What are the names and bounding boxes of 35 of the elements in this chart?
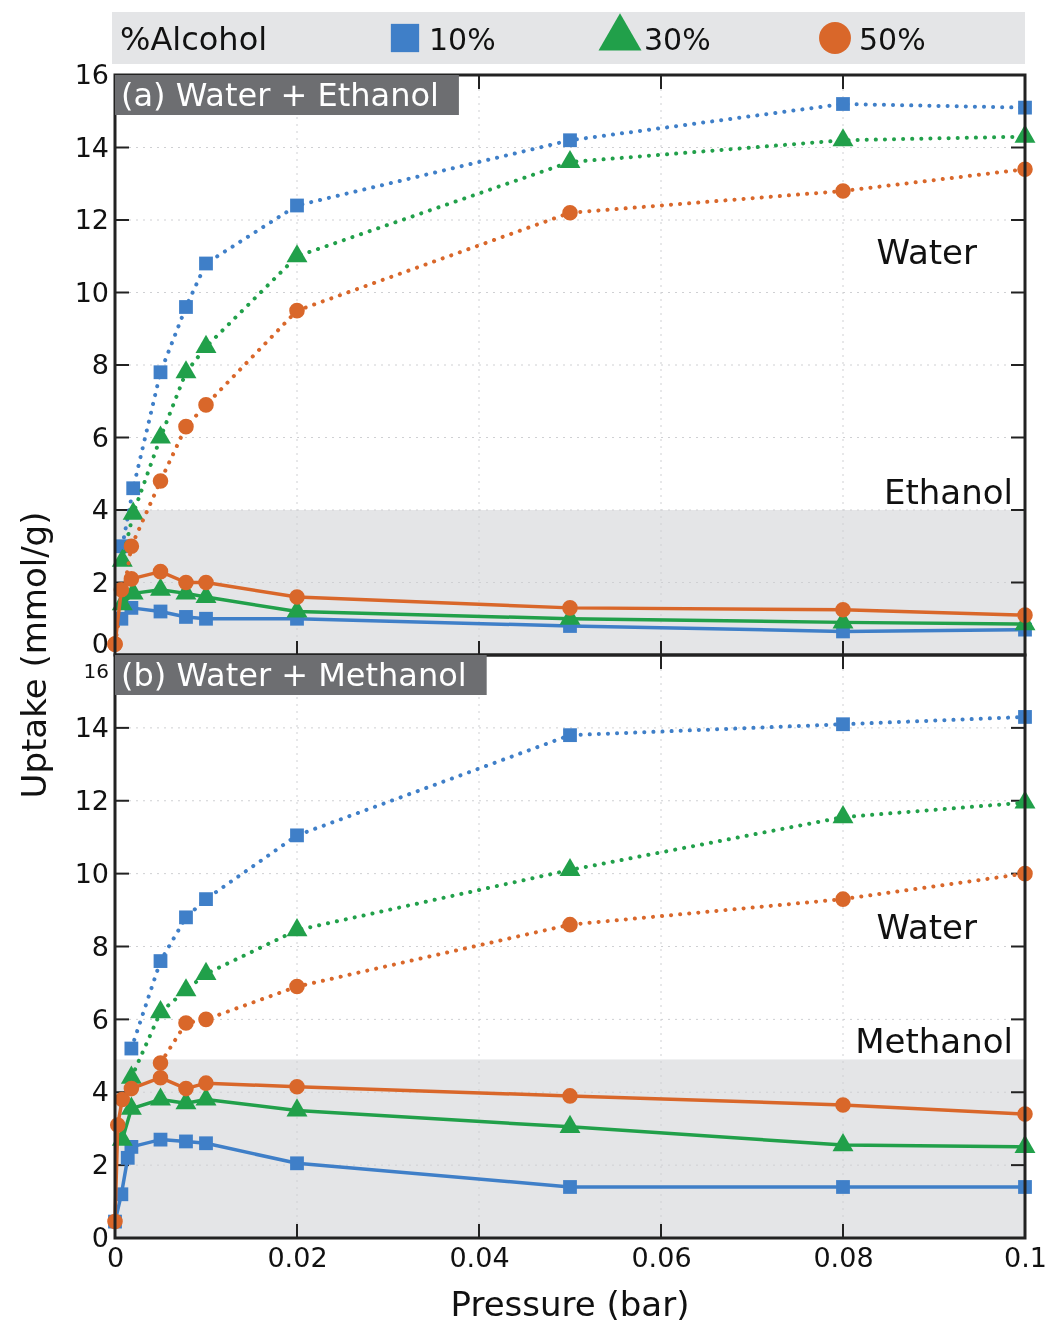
y-tick-label: 14 <box>74 131 109 163</box>
y-tick-label: 14 <box>74 712 109 744</box>
annotation: Water <box>876 231 978 272</box>
x-tick-label: 0.08 <box>813 1242 874 1274</box>
y-tick-label: 4 <box>91 1076 109 1108</box>
legend-label: 30% <box>644 22 711 57</box>
y-tick-label: 8 <box>91 349 109 381</box>
legend-title: %Alcohol <box>120 20 268 58</box>
y-tick-label: 10 <box>74 276 109 308</box>
y-tick-label: 12 <box>74 784 109 816</box>
y-tick-label: 16 <box>83 658 109 683</box>
band-label: Ethanol <box>884 472 1013 512</box>
x-tick-label: 0.02 <box>267 1242 328 1274</box>
y-tick-label: 6 <box>91 1003 109 1035</box>
chart-title: (b) Water + Methanol <box>121 656 467 694</box>
y-tick-label: 6 <box>91 421 109 453</box>
x-axis-title: Pressure (bar) <box>450 1284 690 1324</box>
y-tick-label: 2 <box>91 1149 109 1181</box>
y-tick-label: 0 <box>91 627 109 659</box>
y-tick-label: 0 <box>91 1222 109 1254</box>
x-tick-label: 0.1 <box>1004 1242 1047 1274</box>
x-tick-label: 0.06 <box>631 1242 692 1274</box>
legend-label: 50% <box>859 22 926 57</box>
annotation: Water <box>876 907 978 948</box>
y-tick-label: 2 <box>91 566 109 598</box>
y-tick-label: 10 <box>74 857 109 889</box>
y-tick-label: 12 <box>74 204 109 236</box>
y-tick-label: 16 <box>74 59 109 91</box>
y-tick-label: 8 <box>91 930 109 962</box>
legend-label: 10% <box>429 22 496 57</box>
x-tick-label: 0.04 <box>449 1242 510 1274</box>
y-tick-label: 4 <box>91 494 109 526</box>
y-axis-title: Uptake (mmol/g) <box>14 511 54 799</box>
band-label: Methanol <box>855 1021 1013 1062</box>
chart-title: (a) Water + Ethanol <box>121 76 439 114</box>
